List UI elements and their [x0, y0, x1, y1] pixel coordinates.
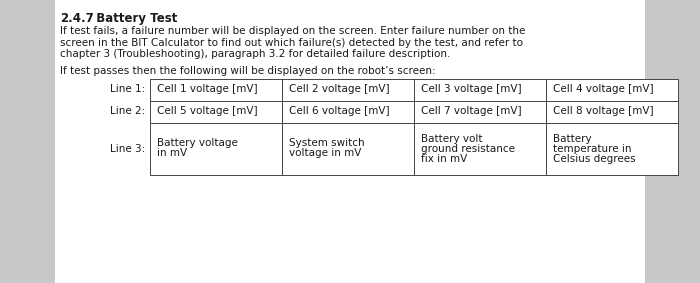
Text: chapter 3 (Troubleshooting), paragraph 3.2 for detailed failure description.: chapter 3 (Troubleshooting), paragraph 3… [60, 49, 450, 59]
Text: Cell 8 voltage [mV]: Cell 8 voltage [mV] [553, 106, 654, 117]
Text: Battery volt: Battery volt [421, 134, 482, 143]
Text: Line 3:: Line 3: [110, 143, 145, 153]
Text: Cell 5 voltage [mV]: Cell 5 voltage [mV] [157, 106, 258, 117]
Text: Cell 3 voltage [mV]: Cell 3 voltage [mV] [421, 85, 522, 95]
Text: 2.4.7: 2.4.7 [60, 12, 94, 25]
Text: Line 2:: Line 2: [110, 106, 145, 117]
Text: Cell 4 voltage [mV]: Cell 4 voltage [mV] [553, 85, 654, 95]
Text: Battery: Battery [553, 134, 592, 143]
Text: Battery voltage: Battery voltage [157, 138, 238, 149]
Text: Celsius degrees: Celsius degrees [553, 153, 636, 164]
Text: in mV: in mV [157, 149, 187, 158]
Text: Battery Test: Battery Test [88, 12, 177, 25]
Text: Cell 7 voltage [mV]: Cell 7 voltage [mV] [421, 106, 522, 117]
Text: Cell 1 voltage [mV]: Cell 1 voltage [mV] [157, 85, 258, 95]
Text: Line 1:: Line 1: [110, 85, 145, 95]
Bar [55, 0, 645, 283]
Text: If test passes then the following will be displayed on the robot’s screen:: If test passes then the following will b… [60, 65, 435, 76]
Text: screen in the BIT Calculator to find out which failure(s) detected by the test, : screen in the BIT Calculator to find out… [60, 38, 523, 48]
Text: voltage in mV: voltage in mV [289, 149, 361, 158]
Bar [150, 78, 678, 175]
Text: ground resistance: ground resistance [421, 143, 515, 153]
Text: If test fails, a failure number will be displayed on the screen. Enter failure n: If test fails, a failure number will be … [60, 26, 526, 36]
Text: Cell 6 voltage [mV]: Cell 6 voltage [mV] [289, 106, 390, 117]
Text: System switch: System switch [289, 138, 365, 149]
Text: fix in mV: fix in mV [421, 153, 468, 164]
Text: Cell 2 voltage [mV]: Cell 2 voltage [mV] [289, 85, 390, 95]
Text: temperature in: temperature in [553, 143, 631, 153]
